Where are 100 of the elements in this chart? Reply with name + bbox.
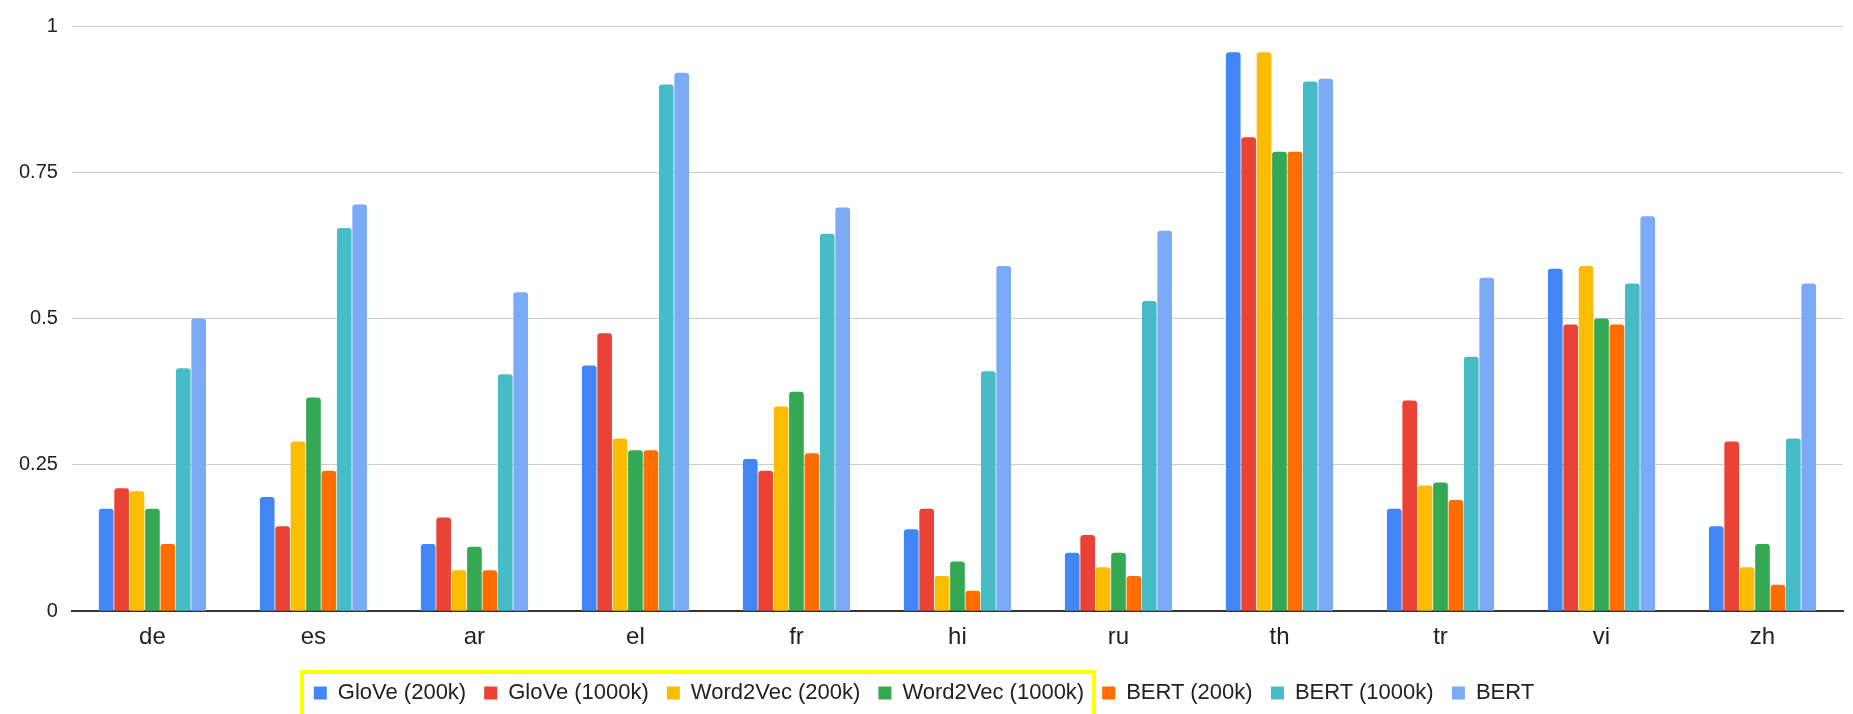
- bar: [581, 365, 597, 611]
- x-tick-label: es: [300, 622, 327, 650]
- x-tick-label: ar: [463, 622, 486, 650]
- x-tick-label: vi: [1592, 622, 1611, 650]
- legend-label: BERT (1000k): [1294, 679, 1434, 705]
- bar: [129, 491, 145, 611]
- bar: [451, 570, 467, 611]
- y-tick-label: 0.75: [18, 159, 58, 182]
- bar: [1786, 438, 1801, 611]
- bar: [628, 450, 643, 611]
- bar: [1755, 543, 1770, 611]
- bar: [1801, 283, 1817, 611]
- bar: [804, 453, 820, 611]
- bar: [742, 459, 758, 611]
- bar: [934, 576, 950, 611]
- y-tick-label: 0.25: [18, 452, 58, 475]
- x-tick-label: el: [626, 622, 645, 650]
- y-tick-label: 1: [46, 13, 58, 36]
- bar: [965, 590, 981, 611]
- bar: [1256, 52, 1272, 611]
- legend-label: GloVe (200k): [337, 679, 467, 705]
- bar: [658, 84, 674, 611]
- bar: [420, 543, 436, 611]
- x-tick-label: ru: [1107, 622, 1130, 650]
- bar: [160, 543, 176, 611]
- bar: [980, 371, 996, 611]
- bar: [1463, 356, 1479, 611]
- bar: [436, 517, 451, 611]
- bar: [1318, 78, 1334, 611]
- bar: [1770, 584, 1786, 611]
- bar: [643, 450, 659, 611]
- bar: [1241, 137, 1256, 611]
- bar: [1064, 552, 1080, 611]
- x-tick-label: fr: [789, 622, 804, 650]
- bar: [1547, 268, 1563, 611]
- bar: [1302, 81, 1318, 611]
- bar: [773, 406, 789, 611]
- bar: [1225, 52, 1241, 611]
- y-tick-label: 0: [46, 598, 58, 621]
- bar: [1739, 567, 1755, 611]
- bar: [467, 546, 482, 611]
- bar: [1386, 508, 1402, 611]
- x-tick-label: hi: [948, 622, 967, 650]
- bar: [1724, 441, 1739, 611]
- bar: [996, 265, 1012, 611]
- bar: [903, 529, 919, 611]
- bar: [1578, 265, 1594, 611]
- bar: [98, 508, 114, 611]
- bar: [290, 441, 306, 611]
- bar: [789, 391, 804, 611]
- bar: [1624, 283, 1640, 611]
- bar: [1433, 482, 1448, 611]
- bar: [352, 204, 367, 611]
- bar: [1141, 301, 1157, 611]
- bar: [1157, 230, 1173, 611]
- bar: [1609, 324, 1625, 611]
- bar: [1479, 277, 1495, 611]
- bar: [482, 570, 498, 611]
- bar: [1111, 552, 1126, 611]
- bar: [1080, 535, 1095, 611]
- bar: [175, 368, 191, 611]
- bar: [758, 470, 773, 611]
- bar: [336, 227, 352, 611]
- bar: [674, 72, 689, 611]
- y-tick-label: 0.5: [30, 306, 58, 329]
- x-tick-label: zh: [1749, 622, 1776, 650]
- bar: [1708, 526, 1724, 611]
- legend-label: Word2Vec (1000k): [902, 679, 1085, 705]
- bar: [191, 318, 206, 611]
- bar: [497, 374, 513, 611]
- bar: [1287, 151, 1303, 611]
- bar: [1640, 216, 1656, 611]
- bar: [259, 497, 275, 611]
- bar: [513, 292, 528, 611]
- bar: [1417, 485, 1433, 611]
- bar: [114, 488, 129, 611]
- legend-label: BERT: [1475, 679, 1535, 705]
- bar: [306, 397, 321, 611]
- x-tick-label: th: [1269, 622, 1290, 650]
- x-tick-label: de: [139, 622, 166, 650]
- bar: [145, 508, 160, 611]
- bar: [835, 207, 851, 611]
- legend-label: Word2Vec (200k): [690, 679, 861, 705]
- bar: [1272, 151, 1287, 611]
- bar: [919, 508, 934, 611]
- bar: [612, 438, 628, 611]
- bar: [321, 470, 337, 611]
- legend-label: BERT (200k): [1126, 679, 1253, 705]
- bar: [1563, 324, 1578, 611]
- bar: [275, 526, 290, 611]
- bar: [1095, 567, 1111, 611]
- bar: [1402, 400, 1417, 611]
- legend-label: GloVe (1000k): [508, 679, 649, 705]
- bar: [950, 561, 965, 611]
- bar: [819, 233, 835, 611]
- bar: [1448, 500, 1464, 611]
- bar: [1594, 318, 1609, 611]
- bar: [597, 333, 612, 611]
- bar: [1126, 576, 1142, 611]
- x-tick-label: tr: [1433, 622, 1448, 650]
